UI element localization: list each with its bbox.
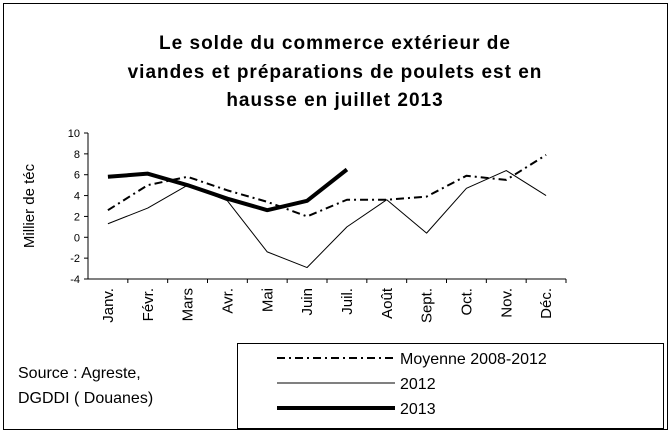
source: Source : Agreste,: [18, 365, 141, 382]
y-tick-label: 4: [74, 191, 80, 203]
x-tick-label: Avr.: [219, 288, 236, 314]
chart-title: viandes et préparations de poulets est e…: [128, 62, 543, 83]
y-tick-label: 6: [74, 170, 80, 182]
y-tick-label: 10: [68, 128, 80, 140]
legend-label: Moyenne 2008-2012: [400, 351, 547, 368]
y-tick-label: 8: [74, 149, 80, 161]
x-tick-label: Mai: [259, 288, 276, 312]
chart-border: [3, 3, 668, 430]
x-tick-label: Nov.: [498, 288, 515, 318]
x-tick-label: Oct.: [458, 288, 475, 316]
y-axis-label: Millier de téc: [21, 163, 38, 248]
series-line: [107, 167, 349, 213]
legend-label: 2012: [400, 376, 436, 393]
x-tick-label: Août: [379, 287, 396, 319]
x-tick-label: Déc.: [538, 288, 555, 319]
chart-title: Le solde du commerce extérieur de: [159, 33, 511, 54]
x-tick-label: Juil.: [339, 288, 356, 315]
chart-title: hausse en juillet 2013: [226, 90, 443, 111]
source: DGDDI ( Douanes): [18, 390, 153, 407]
y-tick-label: -2: [70, 253, 80, 265]
x-tick-label: Janv.: [100, 288, 117, 323]
series-line: [107, 170, 547, 269]
x-tick-label: Sept.: [419, 288, 436, 323]
x-tick-label: Juin: [299, 288, 316, 316]
x-tick-label: Févr.: [140, 288, 157, 321]
x-tick-label: Mars: [180, 288, 197, 321]
y-tick-label: 0: [74, 232, 80, 244]
legend-label: 2013: [400, 401, 436, 418]
y-tick-label: -4: [70, 274, 80, 286]
y-tick-label: 2: [74, 211, 80, 223]
series-line: [107, 154, 547, 218]
